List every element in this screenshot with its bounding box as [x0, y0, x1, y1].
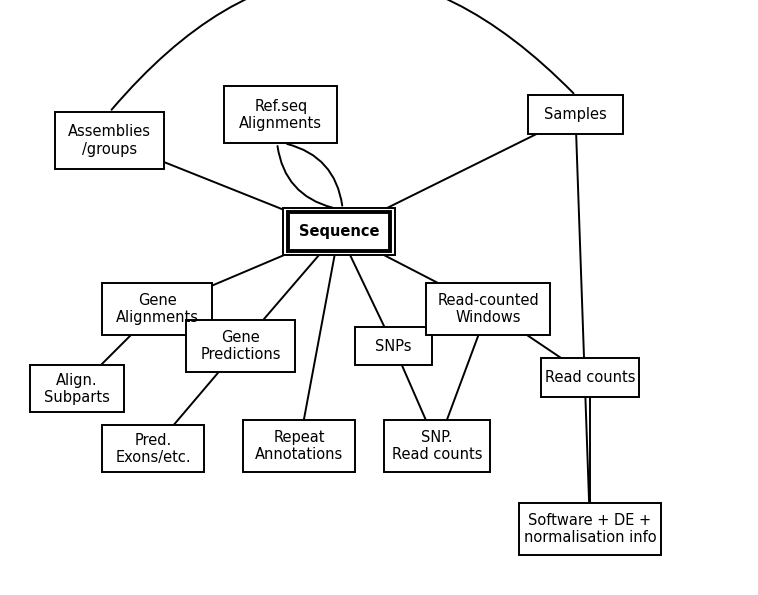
Text: SNP.
Read counts: SNP. Read counts	[392, 430, 482, 462]
FancyBboxPatch shape	[30, 365, 124, 412]
FancyBboxPatch shape	[541, 358, 639, 397]
FancyBboxPatch shape	[426, 283, 550, 334]
Text: Software + DE +
normalisation info: Software + DE + normalisation info	[524, 513, 656, 545]
FancyBboxPatch shape	[243, 420, 356, 472]
Text: Align.
Subparts: Align. Subparts	[44, 372, 110, 405]
Text: Assemblies
/groups: Assemblies /groups	[68, 124, 152, 156]
FancyBboxPatch shape	[528, 95, 623, 134]
FancyBboxPatch shape	[288, 212, 390, 251]
Text: Repeat
Annotations: Repeat Annotations	[255, 430, 343, 462]
Text: Read-counted
Windows: Read-counted Windows	[437, 293, 539, 325]
Text: Read counts: Read counts	[545, 370, 635, 385]
Text: Sequence: Sequence	[299, 224, 379, 239]
Text: SNPs: SNPs	[375, 339, 412, 353]
FancyBboxPatch shape	[356, 327, 432, 365]
FancyBboxPatch shape	[102, 425, 205, 472]
Text: Ref.seq
Alignments: Ref.seq Alignments	[240, 99, 322, 131]
FancyBboxPatch shape	[102, 283, 211, 334]
Text: Pred.
Exons/etc.: Pred. Exons/etc.	[116, 433, 191, 465]
Text: Gene
Predictions: Gene Predictions	[200, 330, 281, 362]
FancyBboxPatch shape	[224, 86, 337, 143]
Text: Gene
Alignments: Gene Alignments	[115, 293, 199, 325]
FancyBboxPatch shape	[186, 320, 296, 372]
FancyBboxPatch shape	[519, 503, 661, 555]
FancyBboxPatch shape	[55, 112, 164, 169]
Text: Samples: Samples	[544, 107, 607, 122]
FancyBboxPatch shape	[384, 420, 490, 472]
FancyBboxPatch shape	[283, 208, 396, 255]
